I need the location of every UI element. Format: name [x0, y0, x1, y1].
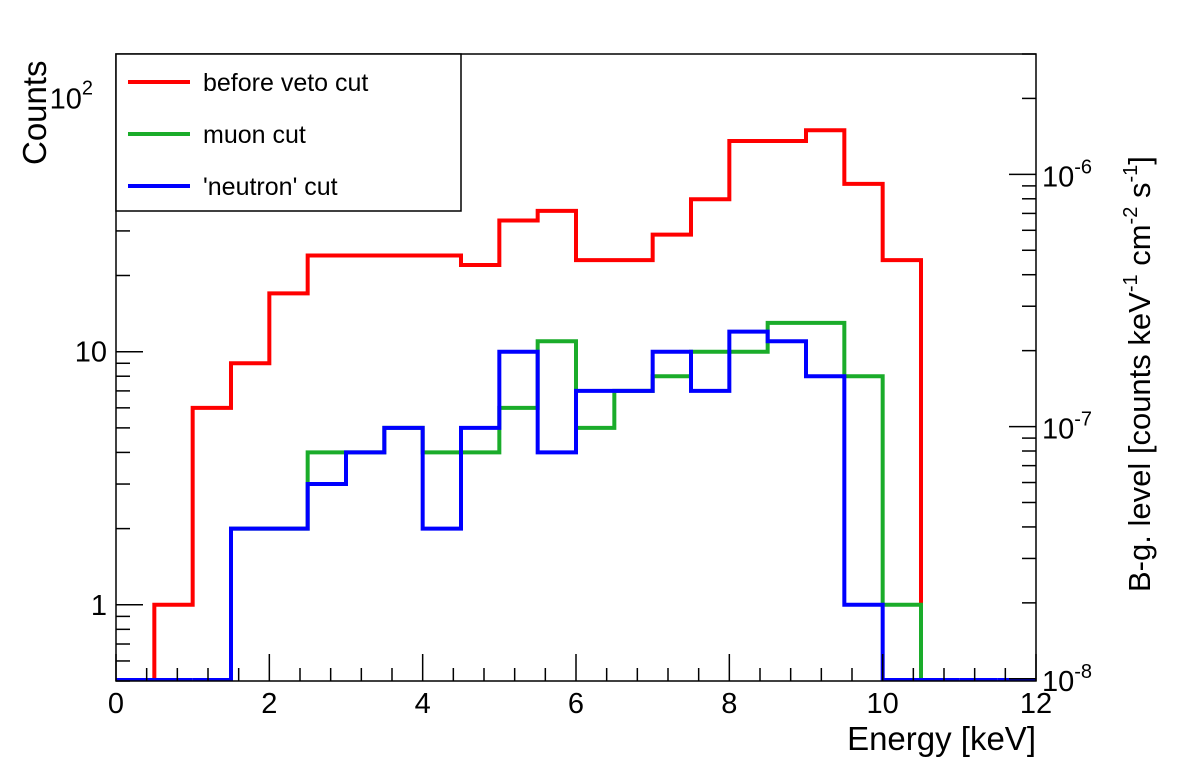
- axes-layer: 0 2 4 6 8 10 12 1 10 102 10-8 10-7 10-6: [50, 53, 1092, 720]
- x-tick-label: 6: [568, 688, 584, 720]
- legend: before veto cut muon cut 'neutron' cut: [115, 53, 462, 212]
- y-axis-title: Counts: [16, 60, 53, 165]
- legend-label: muon cut: [203, 121, 306, 149]
- y-tick-label: 10: [75, 337, 107, 369]
- x-tick-label: 8: [721, 688, 737, 720]
- right-axis-title-part: -1: [1120, 274, 1142, 292]
- right-axis-title: B-g. level [counts keV-1 cm-2 s-1]: [1120, 156, 1157, 592]
- y-tick-label: 1: [91, 590, 107, 622]
- y2-tick-label: 10-8: [1042, 661, 1092, 698]
- x-axis-title: Energy [keV]: [847, 720, 1036, 757]
- right-axis-title-part: cm: [1122, 224, 1157, 274]
- right-axis-title-part: -2: [1120, 207, 1142, 225]
- series-line-0: [152, 128, 923, 681]
- y2-tick-label: 10-6: [1042, 156, 1092, 193]
- series-layer: [116, 128, 1036, 681]
- y-tick-label: 102: [50, 78, 93, 116]
- legend-label: before veto cut: [203, 69, 368, 97]
- right-axis-title-part: -1: [1120, 165, 1142, 183]
- legend-label: 'neutron' cut: [203, 173, 338, 201]
- x-tick-label: 2: [261, 688, 277, 720]
- x-tick-label: 4: [415, 688, 431, 720]
- right-axis-title-part: s: [1122, 183, 1157, 207]
- y2-tick-label: 10-7: [1042, 409, 1092, 446]
- x-tick-label: 0: [108, 688, 124, 720]
- right-axis-title-part: ]: [1122, 156, 1157, 165]
- right-axis-title-part: B-g. level [counts keV: [1122, 292, 1157, 592]
- x-tick-label: 10: [867, 688, 899, 720]
- x-tick-label: 12: [1020, 688, 1052, 720]
- series-line-2: [229, 329, 885, 681]
